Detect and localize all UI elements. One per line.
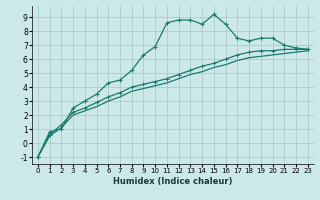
- X-axis label: Humidex (Indice chaleur): Humidex (Indice chaleur): [113, 177, 233, 186]
